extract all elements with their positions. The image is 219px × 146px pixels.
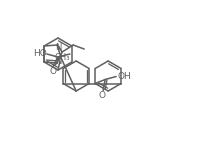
Text: N: N	[55, 57, 62, 66]
Text: HO: HO	[33, 48, 47, 58]
Text: OH: OH	[117, 72, 131, 81]
Text: N: N	[55, 42, 62, 52]
Text: CH₃: CH₃	[54, 53, 70, 61]
Text: O: O	[49, 67, 56, 77]
Text: O: O	[99, 91, 106, 100]
